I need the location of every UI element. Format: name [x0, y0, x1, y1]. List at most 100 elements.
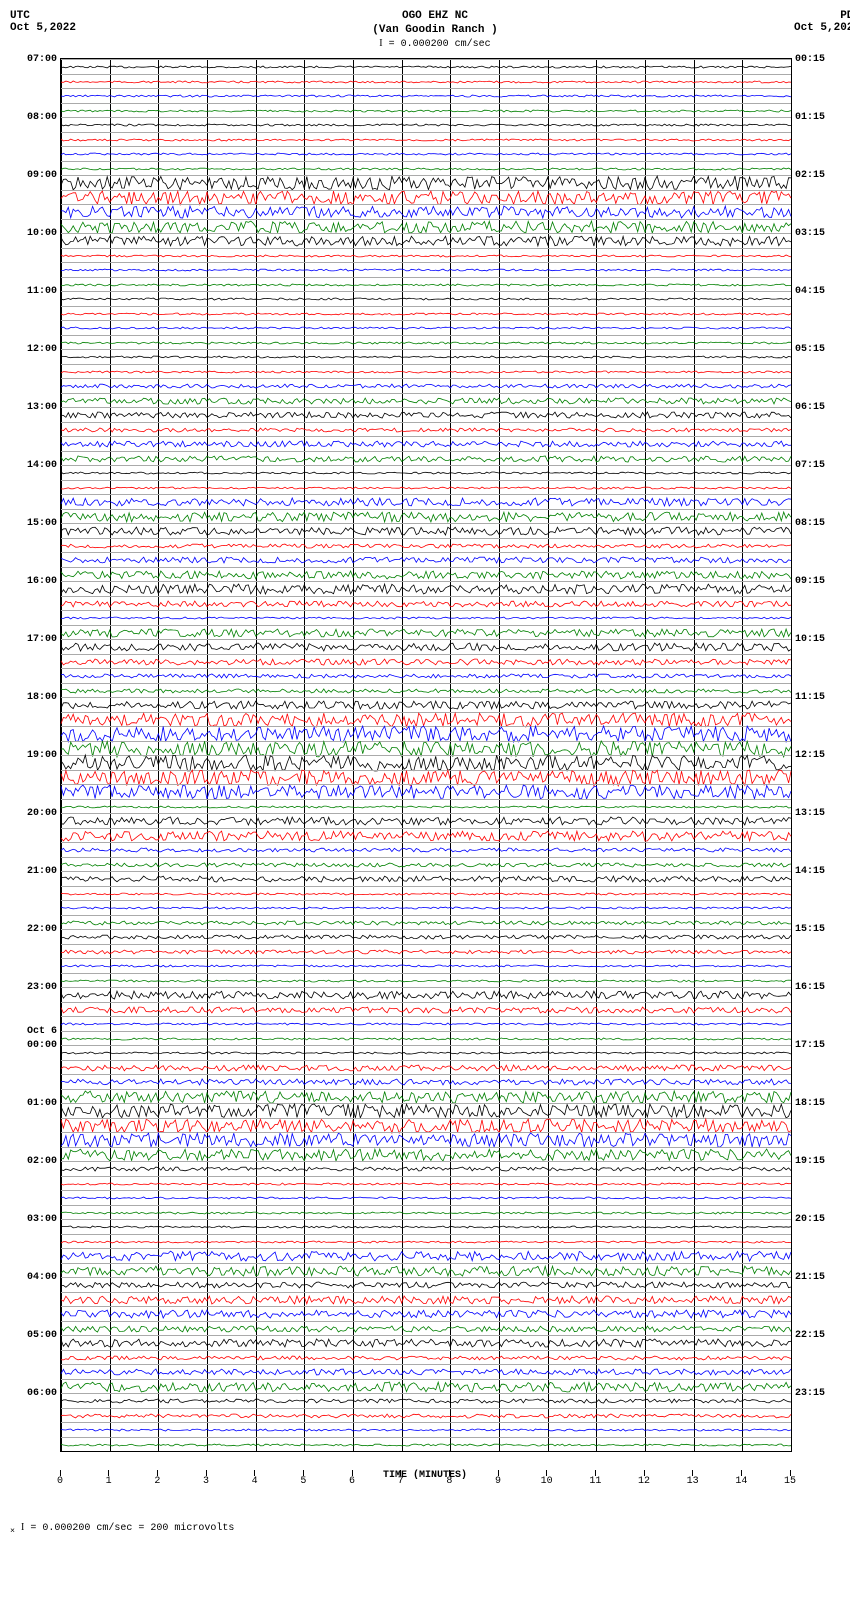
- trace-row: 15:0008:15: [61, 523, 791, 538]
- trace-row: 14:0007:15: [61, 465, 791, 480]
- trace-row: [61, 248, 791, 263]
- footer-text: = 0.000200 cm/sec = 200 microvolts: [30, 1523, 234, 1534]
- trace-waveform: [61, 437, 791, 451]
- right-time-label: 04:15: [795, 286, 839, 297]
- trace-row: [61, 161, 791, 176]
- trace-waveform: [61, 742, 791, 756]
- x-tick: 5: [300, 1470, 306, 1487]
- left-time-label: 14:00: [13, 460, 57, 471]
- trace-row: 21:0014:15: [61, 871, 791, 886]
- left-time-label: 22:00: [13, 924, 57, 935]
- trace-row: 19:0012:15: [61, 755, 791, 770]
- right-time-label: 07:15: [795, 460, 839, 471]
- trace-row: [61, 741, 791, 756]
- trace-waveform: [61, 974, 791, 988]
- trace-row: 12:0005:15: [61, 349, 791, 364]
- trace-waveform: [61, 1409, 791, 1423]
- trace-row: 10:0003:15: [61, 233, 791, 248]
- x-tick: 10: [541, 1470, 553, 1487]
- trace-row: [61, 277, 791, 292]
- trace-row: 13:0006:15: [61, 407, 791, 422]
- right-time-label: 03:15: [795, 228, 839, 239]
- left-time-label: 20:00: [13, 808, 57, 819]
- trace-waveform: [61, 379, 791, 393]
- trace-row: [61, 1306, 791, 1321]
- left-time-label: 11:00: [13, 286, 57, 297]
- trace-waveform: [61, 1249, 791, 1263]
- trace-waveform: [61, 1177, 791, 1191]
- trace-row: [61, 132, 791, 147]
- trace-row: [61, 886, 791, 901]
- trace-waveform: [61, 771, 791, 785]
- trace-waveform: [61, 1104, 791, 1118]
- trace-waveform: [61, 452, 791, 466]
- trace-row: 20:0013:15: [61, 813, 791, 828]
- trace-waveform: [61, 1191, 791, 1205]
- left-time-label: 12:00: [13, 344, 57, 355]
- trace-row: [61, 799, 791, 814]
- trace-row: [61, 610, 791, 625]
- trace-waveform: [61, 205, 791, 219]
- trace-waveform: [61, 336, 791, 350]
- trace-waveform: [61, 423, 791, 437]
- trace-waveform: [61, 249, 791, 263]
- left-time-label: 16:00: [13, 576, 57, 587]
- trace-waveform: [61, 1278, 791, 1292]
- trace-waveform: [61, 466, 791, 480]
- trace-row: [61, 451, 791, 466]
- trace-row: [61, 1190, 791, 1205]
- station-location: (Van Goodin Ranch ): [90, 24, 780, 36]
- trace-waveform: [61, 727, 791, 741]
- trace-row: [61, 944, 791, 959]
- trace-row: [61, 219, 791, 234]
- trace-row: [61, 654, 791, 669]
- right-tz: PDT: [780, 10, 850, 22]
- trace-waveform: [61, 611, 791, 625]
- left-time-label: 23:00: [13, 982, 57, 993]
- trace-row: [61, 146, 791, 161]
- trace-row: [61, 1074, 791, 1089]
- trace-row: [61, 1147, 791, 1162]
- trace-row: [61, 1364, 791, 1379]
- trace-row: [61, 1234, 791, 1249]
- trace-row: [61, 1176, 791, 1191]
- trace-row: 17:0010:15: [61, 639, 791, 654]
- x-axis-label: TIME (MINUTES): [60, 1470, 790, 1481]
- trace-row: [61, 1060, 791, 1075]
- left-time-label: 18:00: [13, 692, 57, 703]
- footer: × I = 0.000200 cm/sec = 200 microvolts: [10, 1522, 850, 1536]
- x-tick: 11: [589, 1470, 601, 1487]
- x-tick: 1: [106, 1470, 112, 1487]
- trace-waveform: [61, 945, 791, 959]
- trace-row: [61, 1248, 791, 1263]
- trace-row: [61, 378, 791, 393]
- trace-waveform: [61, 539, 791, 553]
- right-time-label: 08:15: [795, 518, 839, 529]
- trace-waveform: [61, 1264, 791, 1278]
- trace-row: 22:0015:15: [61, 929, 791, 944]
- trace-row: [61, 784, 791, 799]
- trace-row: [61, 306, 791, 321]
- trace-row: 06:0023:15: [61, 1393, 791, 1408]
- x-axis: TIME (MINUTES) 0123456789101112131415: [60, 1470, 790, 1510]
- trace-waveform: [61, 133, 791, 147]
- trace-waveform: [61, 756, 791, 770]
- trace-row: [61, 973, 791, 988]
- trace-row: [61, 320, 791, 335]
- trace-waveform: [61, 495, 791, 509]
- trace-waveform: [61, 263, 791, 277]
- left-time-label: 05:00: [13, 1330, 57, 1341]
- trace-waveform: [61, 1220, 791, 1234]
- trace-waveform: [61, 1423, 791, 1437]
- x-tick-label: 5: [300, 1476, 306, 1487]
- x-tick-label: 11: [589, 1476, 601, 1487]
- trace-row: [61, 422, 791, 437]
- trace-waveform: [61, 220, 791, 234]
- trace-row: [61, 1408, 791, 1423]
- x-tick: 12: [638, 1470, 650, 1487]
- trace-waveform: [61, 713, 791, 727]
- trace-waveform: [61, 60, 791, 74]
- left-time-label: 07:00: [13, 54, 57, 65]
- trace-row: [61, 915, 791, 930]
- x-tick-label: 0: [57, 1476, 63, 1487]
